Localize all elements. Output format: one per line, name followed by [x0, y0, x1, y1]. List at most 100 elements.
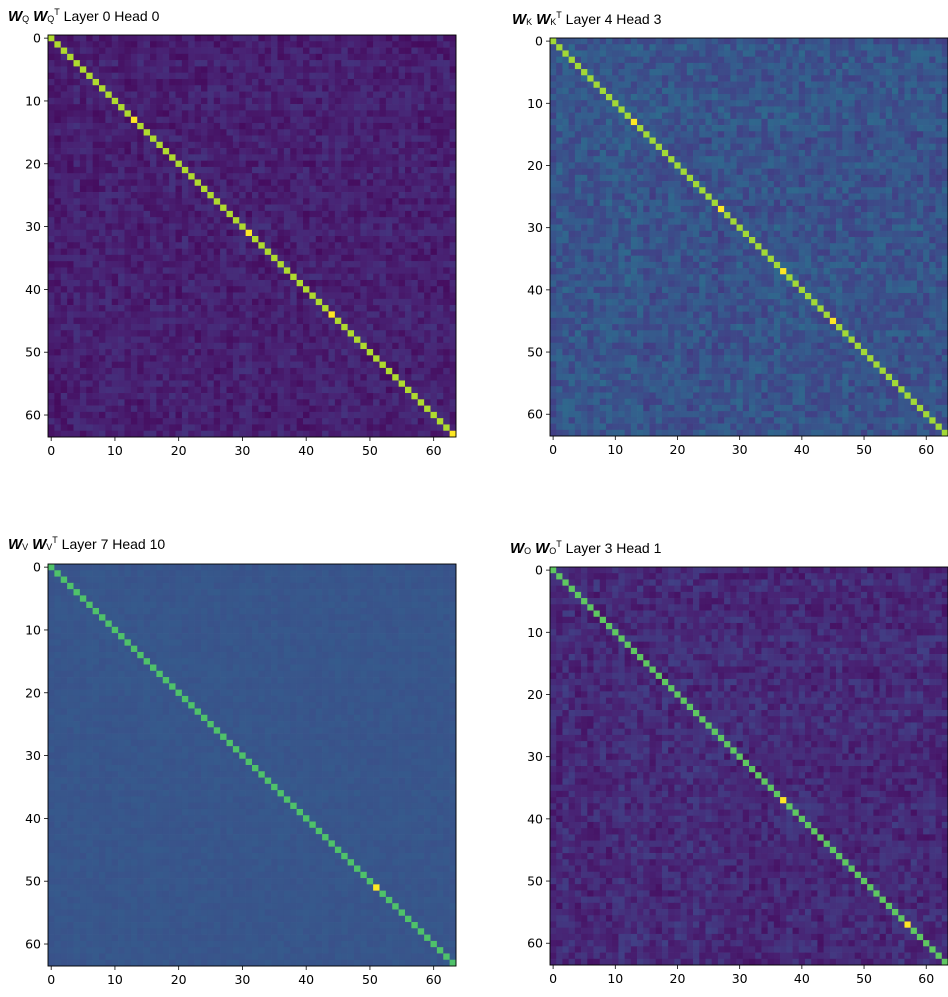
heatmap-cell — [258, 406, 265, 413]
heatmap-cell — [443, 217, 450, 224]
heatmap-cell — [169, 79, 176, 86]
heatmap-cell — [144, 179, 151, 186]
heatmap-cell — [942, 63, 948, 70]
heatmap-cell — [252, 48, 259, 55]
heatmap-cell — [329, 148, 336, 155]
heatmap-cell — [278, 154, 285, 161]
heatmap-cell — [48, 66, 55, 73]
heatmap-cell — [246, 85, 253, 92]
heatmap-cell — [150, 380, 157, 387]
heatmap-cell — [227, 179, 234, 186]
heatmap-cell — [817, 113, 824, 120]
heatmap-cell — [335, 54, 342, 61]
heatmap-cell — [380, 349, 387, 356]
heatmap-cell — [367, 362, 374, 369]
heatmap-cell — [418, 267, 425, 274]
heatmap-cell — [112, 217, 119, 224]
heatmap-cell — [144, 374, 151, 381]
heatmap-cell — [348, 387, 355, 394]
heatmap-cell — [373, 205, 380, 212]
heatmap-cell — [380, 318, 387, 325]
heatmap-cell — [131, 136, 138, 143]
heatmap-cell — [74, 129, 81, 136]
heatmap-cell — [61, 123, 68, 130]
heatmap-cell — [137, 286, 144, 293]
heatmap-cell — [443, 223, 450, 230]
heatmap-cell — [360, 154, 367, 161]
heatmap-cell — [309, 223, 316, 230]
heatmap-cell — [309, 236, 316, 243]
heatmap-cell — [418, 418, 425, 425]
heatmap-cell — [278, 387, 285, 394]
heatmap-cell — [239, 205, 246, 212]
heatmap-cell — [768, 38, 775, 45]
heatmap-cell — [431, 267, 438, 274]
heatmap-cell — [227, 167, 234, 174]
heatmap-cell — [54, 374, 61, 381]
heatmap-cell — [169, 280, 176, 287]
heatmap-cell — [297, 73, 304, 80]
heatmap-cell — [399, 349, 406, 356]
heatmap-cell — [290, 362, 297, 369]
heatmap-cell — [125, 318, 132, 325]
heatmap-cell — [386, 424, 393, 431]
heatmap-cell — [188, 104, 195, 111]
heatmap-cell — [774, 50, 781, 57]
heatmap-cell — [284, 399, 291, 406]
heatmap-cell — [418, 349, 425, 356]
heatmap-cell — [637, 100, 644, 107]
heatmap-cell — [137, 117, 144, 124]
heatmap-cell — [411, 98, 418, 105]
heatmap-cell — [297, 293, 304, 300]
heatmap-cell — [424, 161, 431, 168]
heatmap-cell — [650, 113, 657, 120]
heatmap-cell — [316, 54, 323, 61]
heatmap-cell — [411, 374, 418, 381]
heatmap-cell — [290, 343, 297, 350]
heatmap-cell — [761, 63, 768, 70]
heatmap-cell — [80, 249, 87, 256]
heatmap-cell — [144, 161, 151, 168]
heatmap-cell — [150, 35, 157, 42]
heatmap-cell — [880, 94, 887, 101]
heatmap-cell — [424, 179, 431, 186]
heatmap-cell — [880, 82, 887, 89]
heatmap-cell — [284, 406, 291, 413]
heatmap-cell — [290, 349, 297, 356]
heatmap-cell — [309, 73, 316, 80]
heatmap-cell — [54, 66, 61, 73]
heatmap-cell — [380, 179, 387, 186]
heatmap-cell — [297, 399, 304, 406]
heatmap-cell — [188, 349, 195, 356]
heatmap-cell — [855, 63, 862, 70]
heatmap-cell — [150, 41, 157, 48]
heatmap-cell — [861, 44, 868, 51]
heatmap-cell — [188, 374, 195, 381]
heatmap-cell — [718, 94, 725, 101]
heatmap-cell — [86, 129, 93, 136]
heatmap-cell — [867, 88, 874, 95]
heatmap-cell — [929, 113, 936, 120]
heatmap-cell — [169, 418, 176, 425]
heatmap-cell — [131, 318, 138, 325]
heatmap-cell — [399, 35, 406, 42]
heatmap-cell — [730, 100, 737, 107]
heatmap-cell — [214, 223, 221, 230]
heatmap-cell — [329, 280, 336, 287]
heatmap-cell — [182, 217, 189, 224]
heatmap-cell — [214, 211, 221, 218]
heatmap-cell — [297, 35, 304, 42]
heatmap-cell — [360, 362, 367, 369]
heatmap-cell — [207, 110, 214, 117]
heatmap-cell — [575, 50, 582, 57]
heatmap-cell — [163, 299, 170, 306]
heatmap-cell — [737, 106, 744, 113]
heatmap-cell — [67, 311, 74, 318]
heatmap-cell — [290, 399, 297, 406]
heatmap-cell — [278, 123, 285, 130]
heatmap-cell — [227, 305, 234, 312]
heatmap-cell — [93, 173, 100, 180]
heatmap-cell — [917, 94, 924, 101]
heatmap-cell — [182, 424, 189, 431]
heatmap-cell — [105, 66, 112, 73]
